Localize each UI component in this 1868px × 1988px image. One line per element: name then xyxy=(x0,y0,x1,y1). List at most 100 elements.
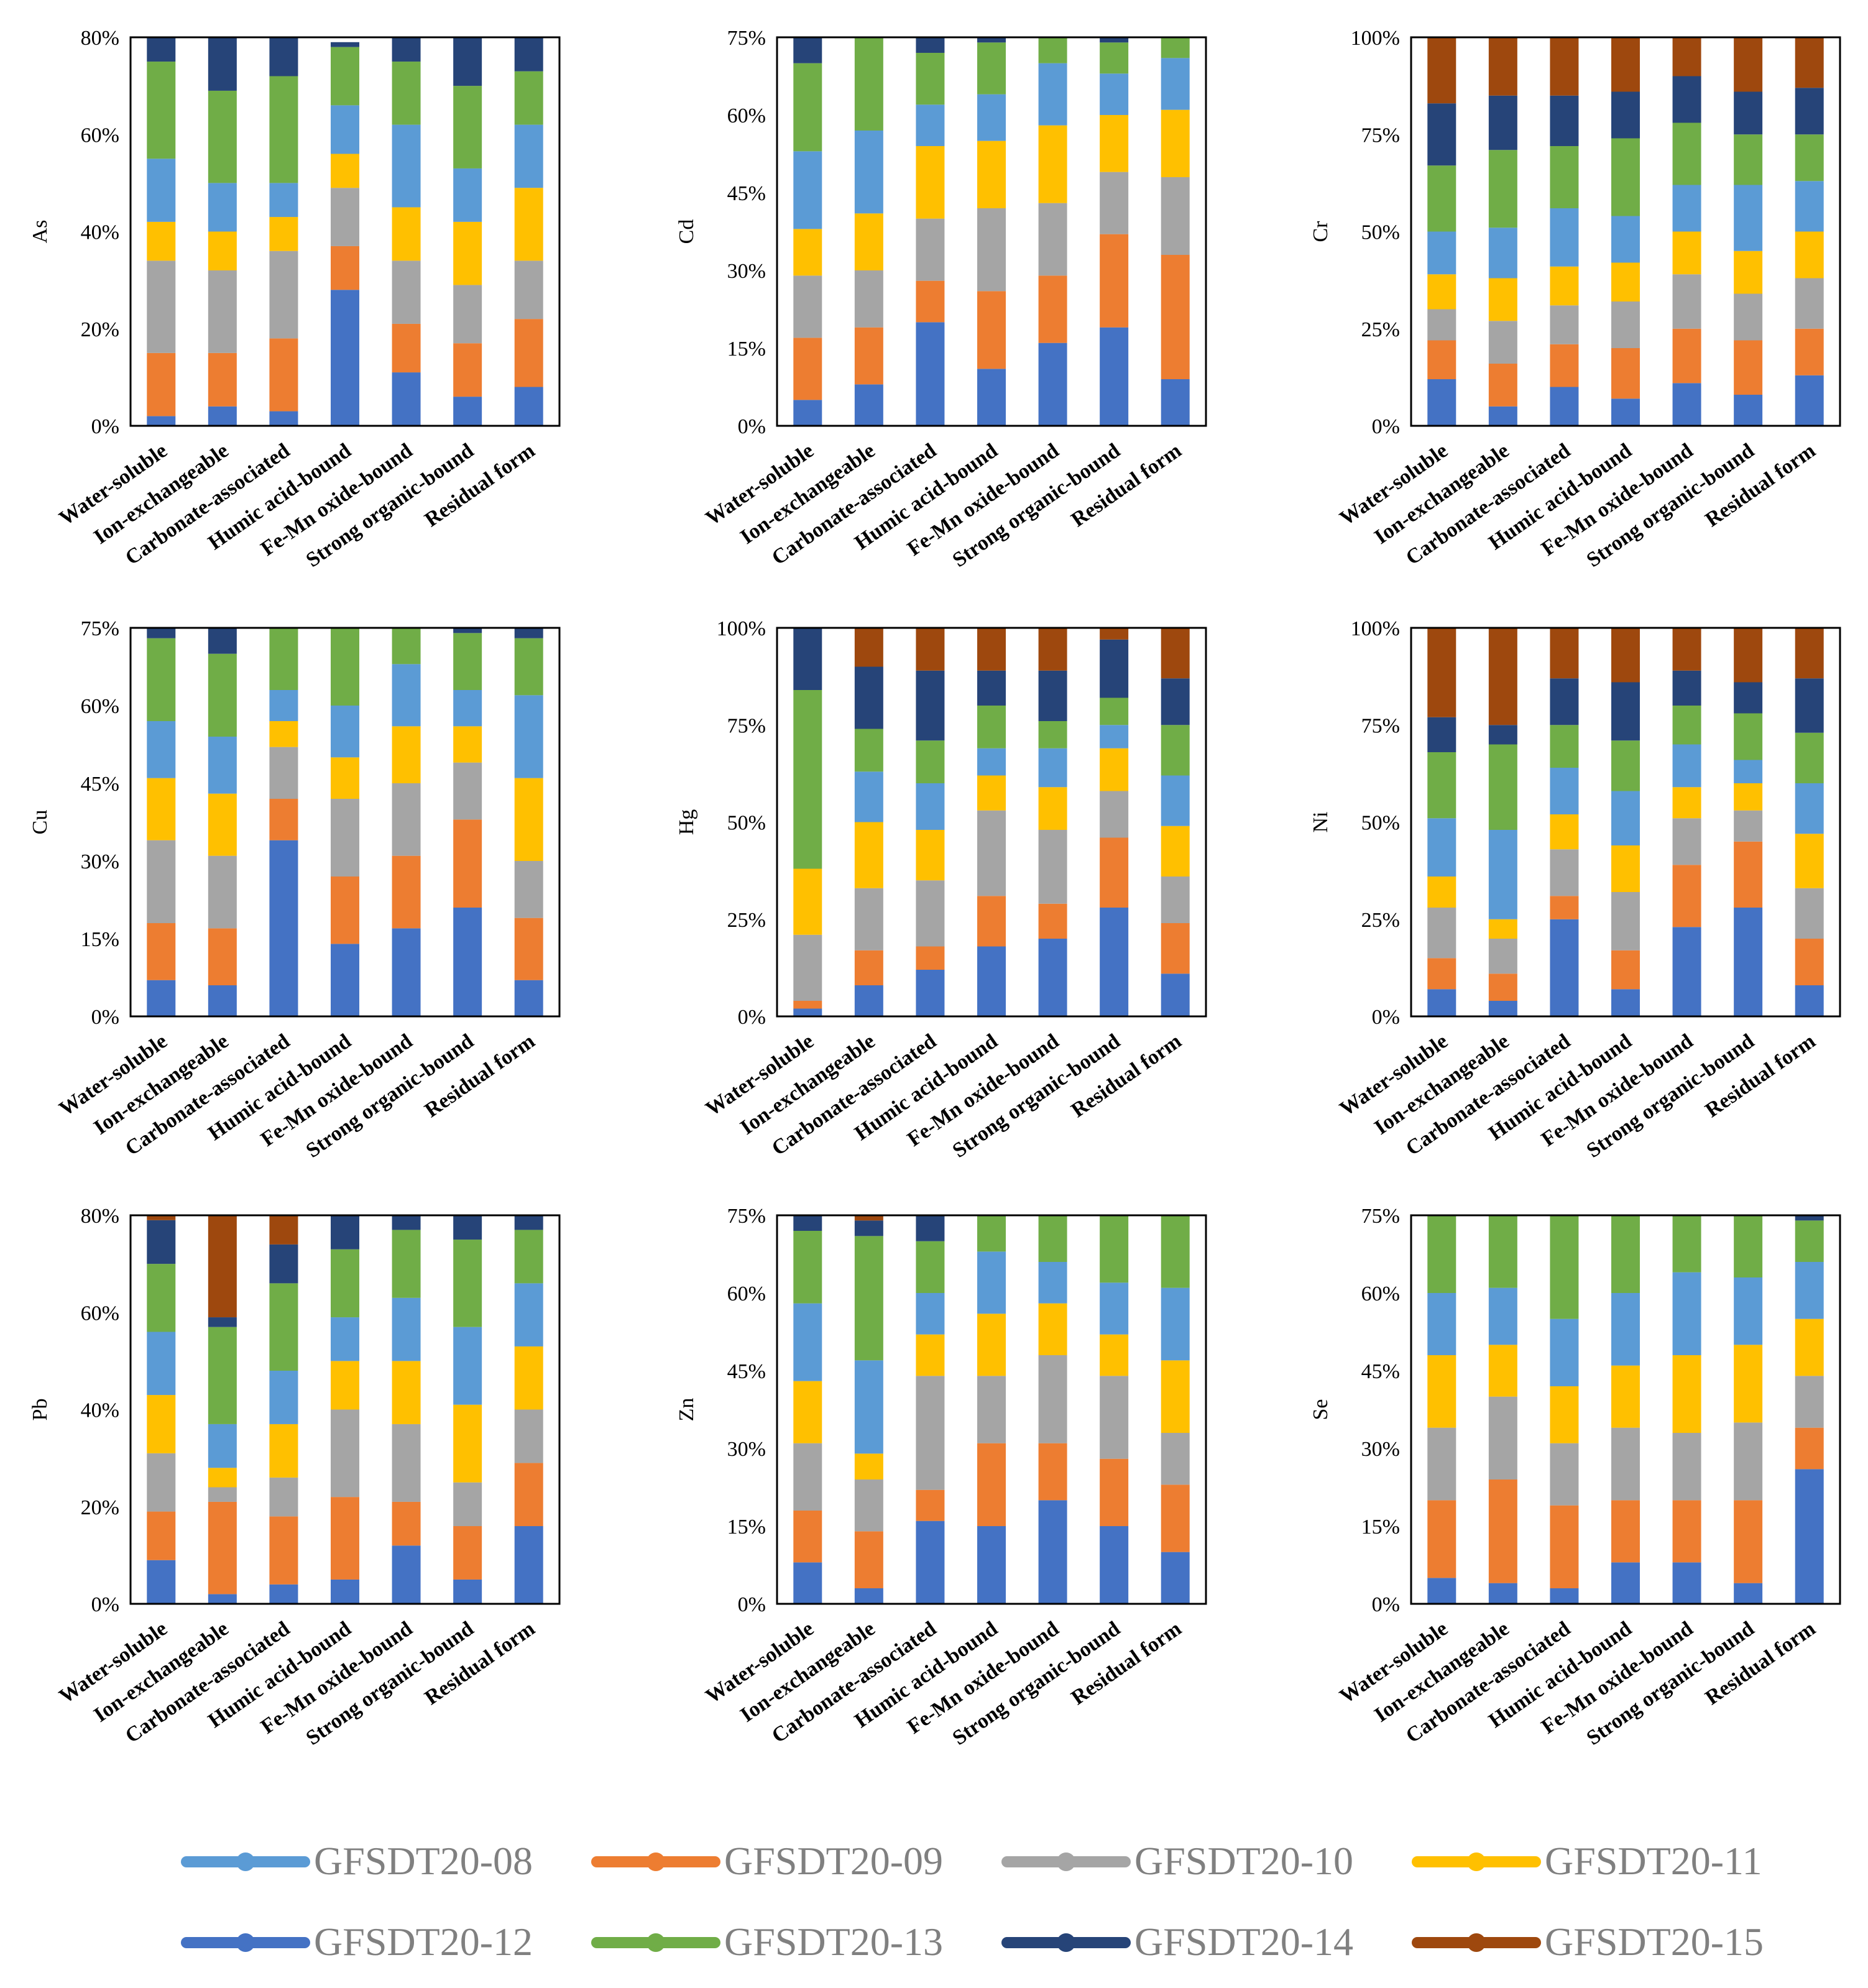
plot-border xyxy=(1410,1214,1841,1605)
bar-segment-gfsdt20-12 xyxy=(1100,908,1129,1016)
bar-segment-gfsdt20-09 xyxy=(793,338,822,400)
bar-segment-gfsdt20-09 xyxy=(1611,950,1640,990)
bar-segment-gfsdt20-09 xyxy=(1038,903,1067,939)
bar-segment-gfsdt20-12 xyxy=(793,400,822,426)
bar-segment-gfsdt20-10 xyxy=(331,799,359,877)
bar-segment-gfsdt20-12 xyxy=(1550,387,1579,426)
bar-segment-gfsdt20-13 xyxy=(269,76,298,183)
bar-segment-gfsdt20-13 xyxy=(1611,138,1640,216)
bar-segment-gfsdt20-10 xyxy=(453,762,482,820)
bar-segment-gfsdt20-14 xyxy=(977,37,1006,43)
y-axis-label: Cr xyxy=(1309,221,1332,242)
y-tick-label: 0% xyxy=(1372,1006,1400,1029)
bar-segment-gfsdt20-13 xyxy=(1488,150,1517,228)
legend-dot-marker xyxy=(1467,1933,1486,1952)
bar-segment-gfsdt20-14 xyxy=(854,1220,883,1236)
plot-border xyxy=(129,627,561,1018)
bar-segment-gfsdt20-09 xyxy=(269,1516,298,1585)
legend-entry-gfsdt20-14: GFSDT20-14 xyxy=(1001,1920,1353,1964)
bar-segment-gfsdt20-08 xyxy=(1611,791,1640,845)
bar-segment-gfsdt20-09 xyxy=(453,343,482,397)
bar-segment-gfsdt20-12 xyxy=(453,1579,482,1604)
bar-segment-gfsdt20-08 xyxy=(1100,73,1129,115)
bar-segment-gfsdt20-08 xyxy=(1795,783,1824,834)
y-tick-label: 20% xyxy=(81,1496,119,1519)
y-tick-label: 25% xyxy=(727,909,766,932)
bar-segment-gfsdt20-08 xyxy=(331,706,359,758)
bar-segment-gfsdt20-08 xyxy=(208,183,237,232)
bar-segment-gfsdt20-14 xyxy=(514,628,543,638)
chart-as: 0%20%40%60%80%AsWater-solubleIon-exchang… xyxy=(29,27,561,572)
bar-segment-gfsdt20-15 xyxy=(1734,628,1763,683)
bar-segment-gfsdt20-09 xyxy=(392,1501,421,1546)
bar-segment-gfsdt20-11 xyxy=(331,1361,359,1410)
bar-segment-gfsdt20-10 xyxy=(854,1479,883,1532)
bar-segment-gfsdt20-10 xyxy=(1161,1433,1190,1485)
legend-label: GFSDT20-11 xyxy=(1545,1839,1762,1883)
y-tick-label: 0% xyxy=(738,1006,766,1029)
bar-segment-gfsdt20-11 xyxy=(1795,1318,1824,1376)
bar-segment-gfsdt20-12 xyxy=(1488,1583,1517,1604)
y-tick-label: 15% xyxy=(81,928,119,951)
bar-segment-gfsdt20-13 xyxy=(1100,42,1129,74)
bar-segment-gfsdt20-10 xyxy=(147,840,176,923)
bar-segment-gfsdt20-09 xyxy=(1100,1458,1129,1526)
bar-segment-gfsdt20-14 xyxy=(1550,678,1579,725)
bar-segment-gfsdt20-14 xyxy=(1611,682,1640,741)
y-tick-label: 45% xyxy=(81,773,119,796)
bar-segment-gfsdt20-10 xyxy=(208,855,237,929)
bar-segment-gfsdt20-09 xyxy=(1795,939,1824,985)
bar-segment-gfsdt20-10 xyxy=(392,1424,421,1502)
bar-segment-gfsdt20-11 xyxy=(208,231,237,270)
bar-segment-gfsdt20-10 xyxy=(1611,301,1640,348)
bar-segment-gfsdt20-11 xyxy=(1611,262,1640,301)
y-tick-label: 60% xyxy=(727,104,766,127)
bar-segment-gfsdt20-11 xyxy=(1795,231,1824,278)
bar-segment-gfsdt20-08 xyxy=(1427,231,1456,275)
bar-segment-gfsdt20-14 xyxy=(916,670,945,741)
bar-segment-gfsdt20-12 xyxy=(1161,973,1190,1016)
bar-segment-gfsdt20-08 xyxy=(269,183,298,218)
bar-segment-gfsdt20-08 xyxy=(514,695,543,778)
y-tick-label: 50% xyxy=(727,812,766,835)
bar-segment-gfsdt20-11 xyxy=(1427,274,1456,310)
legend-dot-marker xyxy=(1057,1852,1075,1871)
bar-segment-gfsdt20-13 xyxy=(1550,146,1579,208)
bar-segment-gfsdt20-14 xyxy=(514,37,543,71)
bar-segment-gfsdt20-11 xyxy=(269,217,298,251)
bar-segment-gfsdt20-13 xyxy=(453,1240,482,1327)
bar-segment-gfsdt20-13 xyxy=(1100,697,1129,725)
bar-segment-gfsdt20-09 xyxy=(1427,958,1456,990)
chart-hg: 0%25%50%75%100%HgWater-solubleIon-exchan… xyxy=(675,617,1207,1162)
bar-segment-gfsdt20-13 xyxy=(331,47,359,106)
bar-segment-gfsdt20-11 xyxy=(208,1468,237,1488)
y-tick-label: 0% xyxy=(738,415,766,438)
bar-segment-gfsdt20-14 xyxy=(1734,682,1763,714)
bar-segment-gfsdt20-12 xyxy=(1795,985,1824,1016)
bar-segment-gfsdt20-10 xyxy=(1611,1427,1640,1501)
bar-segment-gfsdt20-12 xyxy=(453,908,482,1016)
y-tick-label: 0% xyxy=(738,1593,766,1616)
bar-segment-gfsdt20-12 xyxy=(1611,989,1640,1016)
bar-segment-gfsdt20-11 xyxy=(147,1395,176,1453)
bar-segment-gfsdt20-13 xyxy=(1672,706,1701,745)
y-axis-label: Zn xyxy=(675,1398,698,1422)
bar-segment-gfsdt20-12 xyxy=(793,1008,822,1016)
bar-segment-gfsdt20-09 xyxy=(1427,1500,1456,1578)
bar-segment-gfsdt20-12 xyxy=(1100,1526,1129,1604)
bar-segment-gfsdt20-09 xyxy=(331,877,359,944)
bar-segment-gfsdt20-11 xyxy=(514,188,543,261)
bar-segment-gfsdt20-12 xyxy=(269,411,298,426)
y-tick-label: 60% xyxy=(727,1282,766,1305)
bar-segment-gfsdt20-12 xyxy=(916,322,945,426)
y-tick-label: 80% xyxy=(81,27,119,50)
bar-segment-gfsdt20-13 xyxy=(1427,752,1456,819)
y-tick-label: 25% xyxy=(1361,909,1400,932)
bar-segment-gfsdt20-10 xyxy=(269,251,298,339)
bar-segment-gfsdt20-10 xyxy=(1611,892,1640,950)
y-tick-label: 30% xyxy=(1361,1438,1400,1461)
bar-segment-gfsdt20-12 xyxy=(854,384,883,426)
bar-segment-gfsdt20-12 xyxy=(1038,939,1067,1016)
bar-segment-gfsdt20-11 xyxy=(331,154,359,188)
bar-segment-gfsdt20-12 xyxy=(514,1526,543,1604)
